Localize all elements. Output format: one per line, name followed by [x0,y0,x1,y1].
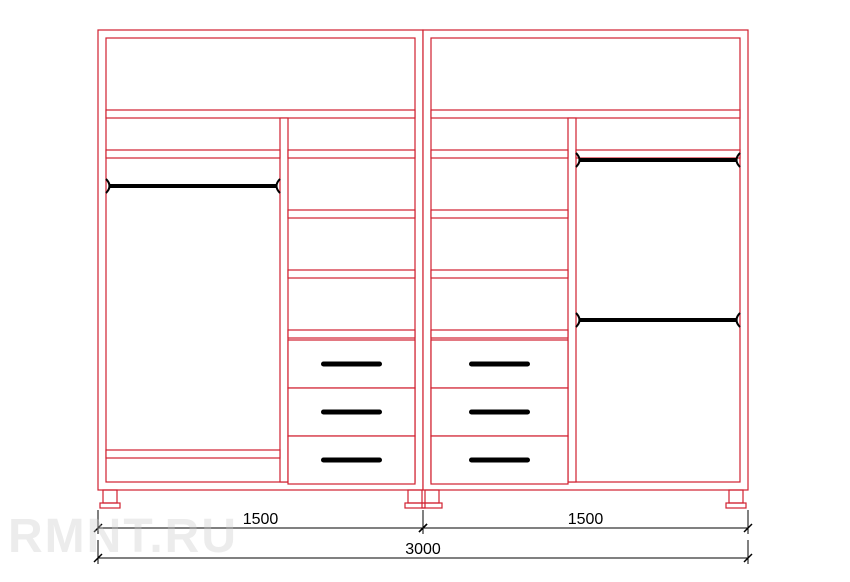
right-divider [568,118,576,482]
left-top-shelf [106,110,415,118]
foot-3 [729,490,743,503]
sectionB-shelf-0 [288,150,415,158]
cabinet-diagram: 1500 1500 3000 [0,0,850,582]
foot-0 [103,490,117,503]
foot-base-0 [100,503,120,508]
sectionC-shelf-3 [431,330,568,338]
foot-2 [425,490,439,503]
sectionD-shelf [576,150,740,158]
sectionB-shelf-2 [288,270,415,278]
dim2-0-label: 3000 [405,541,441,558]
left-divider [280,118,288,482]
sectionA-shelf-0 [106,150,280,158]
sectionC-shelf-1 [431,210,568,218]
foot-1 [408,490,422,503]
foot-base-3 [726,503,746,508]
sectionC-shelf-0 [431,150,568,158]
dim1-1-label: 1500 [568,511,604,528]
sectionC-shelf-2 [431,270,568,278]
sectionA-shelf-1 [106,450,280,458]
sectionB-shelf-1 [288,210,415,218]
right-top-shelf [431,110,740,118]
dim1-0-label: 1500 [243,511,279,528]
sectionB-shelf-3 [288,330,415,338]
